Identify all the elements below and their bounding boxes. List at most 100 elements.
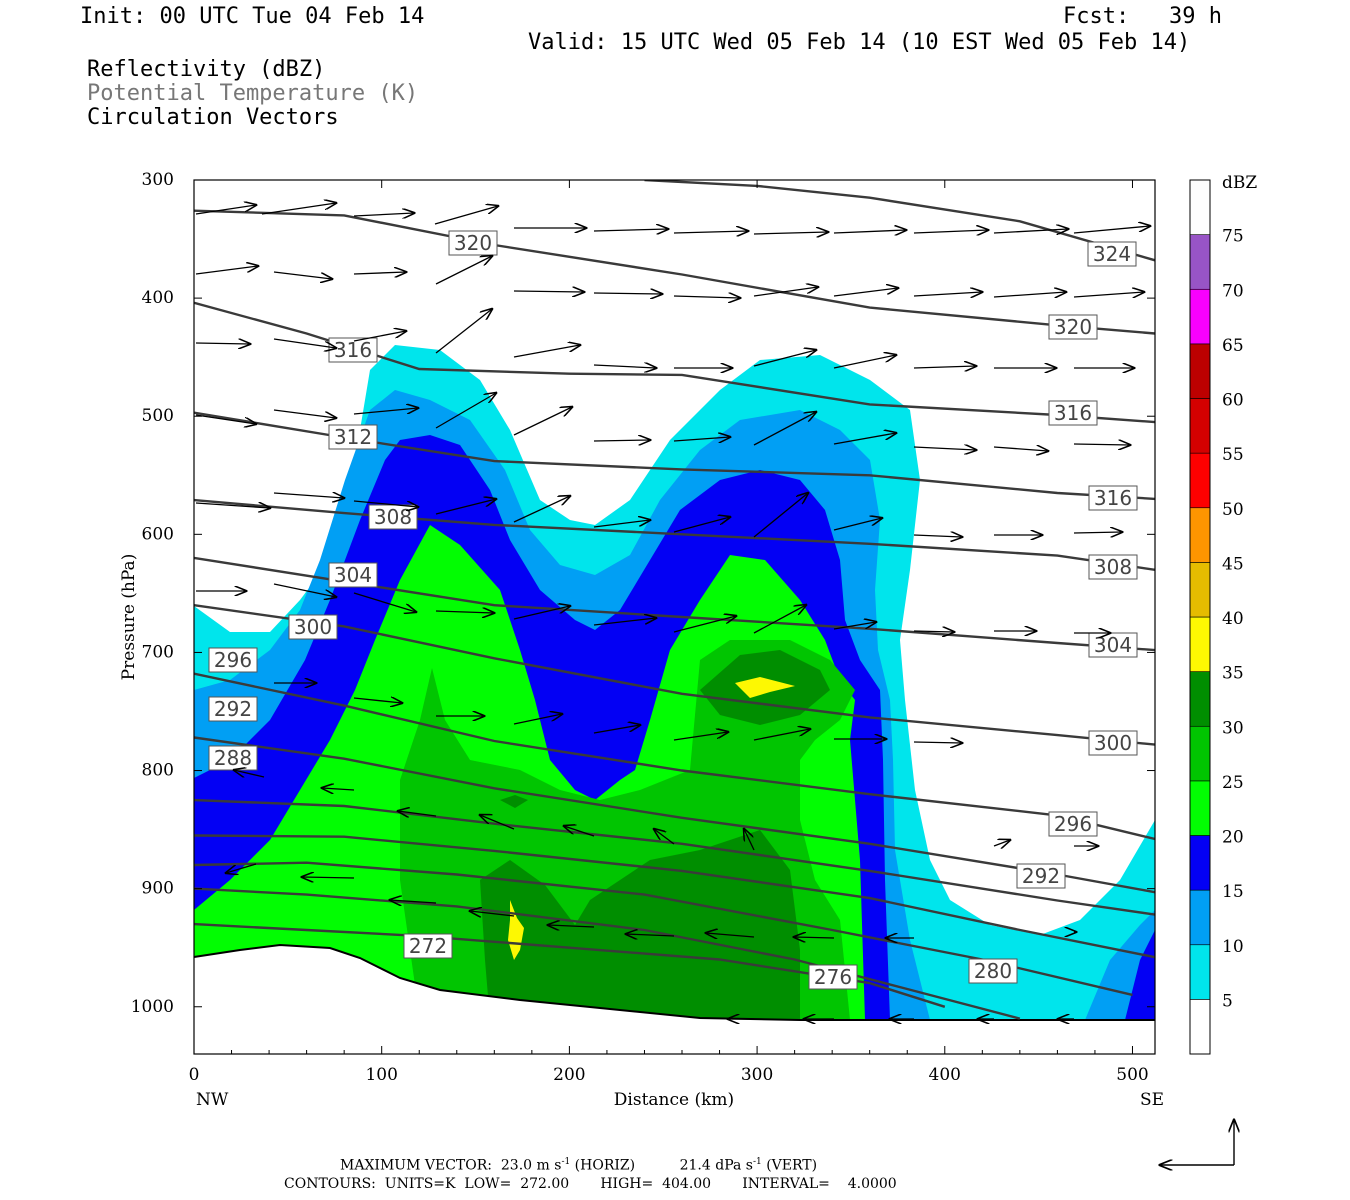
contour-label-box bbox=[808, 964, 858, 990]
plot-frame bbox=[193, 179, 1156, 1055]
vector-arrow bbox=[513, 291, 584, 292]
vector-arrow bbox=[513, 714, 562, 725]
vector-arrow bbox=[398, 811, 437, 816]
field-circulation-vectors: Circulation Vectors bbox=[87, 105, 339, 130]
y-axis-label: Pressure (hPa) bbox=[119, 554, 139, 681]
colorbar-level-label: 75 bbox=[1222, 227, 1244, 247]
vector-arrow bbox=[435, 256, 492, 285]
vector-arrow bbox=[626, 934, 675, 936]
colorbar-swatch bbox=[1189, 343, 1211, 399]
y-tick-label: 400 bbox=[142, 288, 174, 308]
vector-arrow bbox=[913, 292, 982, 296]
contour-label-box bbox=[208, 745, 258, 771]
vector-arrow bbox=[195, 343, 250, 344]
x-tick-label: 500 bbox=[1116, 1065, 1148, 1085]
circulation-vectors bbox=[195, 203, 1150, 1019]
vector-arrow bbox=[226, 863, 257, 873]
refl-35-core-upper bbox=[735, 677, 795, 698]
colorbar-frame bbox=[1189, 179, 1211, 1055]
colorbar-level-label: 65 bbox=[1222, 336, 1244, 356]
colorbar-swatch bbox=[1189, 780, 1211, 836]
contour-label: 276 bbox=[814, 965, 852, 989]
vector-arrow bbox=[673, 616, 736, 633]
vector-arrow bbox=[273, 271, 332, 279]
colorbar-level-label: 30 bbox=[1222, 718, 1244, 738]
contour-label-box bbox=[1088, 485, 1138, 511]
colorbar-level-label: 70 bbox=[1222, 281, 1244, 301]
x-end-label-nw: NW bbox=[196, 1090, 229, 1110]
vector-arrow bbox=[913, 447, 976, 450]
vector-arrow bbox=[435, 309, 492, 354]
vector-arrow bbox=[913, 631, 954, 632]
vector-arrow bbox=[195, 266, 258, 275]
contour-label-box bbox=[403, 933, 453, 959]
vector-arrow bbox=[593, 365, 656, 368]
contour-label: 296 bbox=[1054, 812, 1092, 836]
contour-label: 304 bbox=[334, 563, 372, 587]
contour-label-box bbox=[288, 614, 338, 640]
contour-label: 280 bbox=[974, 959, 1012, 983]
vector-arrow bbox=[753, 412, 816, 446]
colorbar-swatch bbox=[1189, 944, 1211, 1000]
contour-label: 292 bbox=[214, 697, 252, 721]
contour-label: 320 bbox=[1054, 315, 1092, 339]
vector-arrow bbox=[353, 408, 418, 415]
vector-arrow bbox=[993, 229, 1068, 233]
vector-arrow bbox=[513, 496, 570, 523]
vector-arrow bbox=[1073, 532, 1122, 533]
vector-arrow bbox=[833, 355, 896, 369]
vector-arrow bbox=[993, 840, 1010, 846]
vector-arrow bbox=[833, 288, 898, 297]
colorbar-swatch bbox=[1189, 562, 1211, 618]
vector-arrow bbox=[593, 440, 650, 441]
footer-contours: CONTOURS: UNITS=K LOW= 272.00 HIGH= 404.… bbox=[284, 1176, 897, 1192]
contour-label: 312 bbox=[334, 425, 372, 449]
contour-label-box bbox=[1048, 400, 1098, 426]
vector-arrow bbox=[273, 583, 336, 597]
contour-label-box bbox=[1016, 863, 1066, 889]
vector-arrow bbox=[470, 911, 515, 916]
y-tick-label: 800 bbox=[142, 761, 174, 781]
contour-label-box bbox=[448, 230, 498, 256]
vector-arrow bbox=[913, 535, 962, 537]
colorbar-level-label: 5 bbox=[1222, 991, 1233, 1011]
vector-arrow bbox=[913, 366, 976, 368]
contour-label-box bbox=[1088, 730, 1138, 756]
contour-label: 304 bbox=[1094, 633, 1132, 657]
y-tick-label: 900 bbox=[142, 879, 174, 899]
x-tick-label: 400 bbox=[929, 1065, 961, 1085]
vector-arrow bbox=[593, 618, 656, 626]
contour-label: 320 bbox=[454, 231, 492, 255]
forecast-hour: Fcst: 39 h bbox=[1063, 4, 1222, 29]
vector-arrow bbox=[654, 829, 675, 845]
colorbar-level-label: 40 bbox=[1222, 609, 1244, 629]
x-tick-label: 300 bbox=[741, 1065, 773, 1085]
vector-arrow bbox=[353, 272, 406, 274]
vector-scale-key bbox=[1160, 1120, 1234, 1165]
theta-contour-284 bbox=[194, 834, 1155, 959]
vector-arrow bbox=[913, 230, 988, 233]
x-tick-label: 200 bbox=[553, 1065, 585, 1085]
vector-arrow bbox=[513, 606, 570, 620]
y-tick-label: 500 bbox=[142, 406, 174, 426]
contour-label: 316 bbox=[334, 338, 372, 362]
contour-label-box bbox=[1048, 811, 1098, 837]
vector-arrow bbox=[753, 605, 806, 634]
vector-arrow bbox=[273, 338, 336, 348]
y-tick-label: 600 bbox=[142, 524, 174, 544]
vector-arrow bbox=[833, 433, 896, 445]
y-tick-label: 700 bbox=[142, 642, 174, 662]
vector-arrow bbox=[353, 213, 414, 216]
vector-arrow bbox=[353, 500, 418, 507]
vector-arrow bbox=[195, 414, 256, 424]
colorbar-level-label: 10 bbox=[1222, 937, 1244, 957]
vector-arrow bbox=[673, 231, 748, 233]
contour-label: 292 bbox=[1022, 864, 1060, 888]
vector-arrow bbox=[753, 232, 828, 234]
vector-arrow bbox=[673, 517, 730, 533]
theta-contour-300 bbox=[194, 604, 1155, 746]
theta-contour-324 bbox=[644, 180, 1155, 262]
vector-arrow bbox=[435, 611, 494, 613]
colorbar-level-label: 45 bbox=[1222, 554, 1244, 574]
